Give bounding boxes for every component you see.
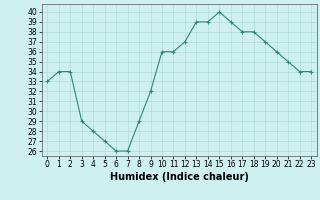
X-axis label: Humidex (Indice chaleur): Humidex (Indice chaleur) — [110, 172, 249, 182]
